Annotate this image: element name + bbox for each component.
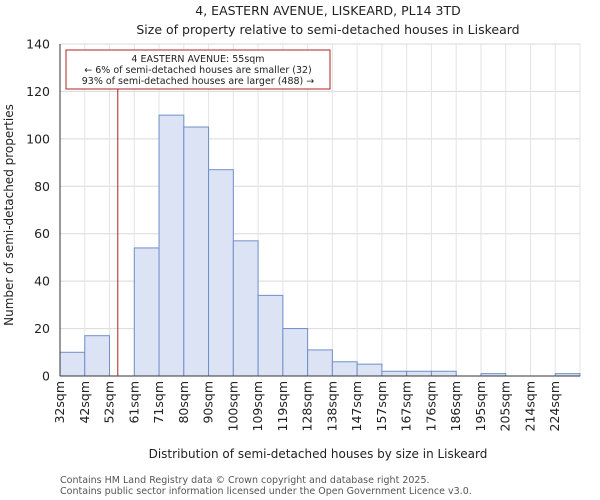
- x-tick-label: 119sqm: [275, 381, 290, 431]
- x-tick-label: 52sqm: [102, 381, 117, 424]
- chart-subtitle: Size of property relative to semi-detach…: [136, 22, 519, 37]
- y-tick-label: 40: [34, 274, 50, 289]
- x-tick-label: 80sqm: [176, 381, 191, 424]
- bar: [282, 328, 309, 377]
- footer-line-1: Contains HM Land Registry data © Crown c…: [60, 475, 430, 486]
- x-tick-label: 100sqm: [225, 381, 240, 431]
- bars: [59, 114, 581, 377]
- bar: [84, 335, 111, 377]
- bar: [208, 169, 234, 377]
- bar: [307, 349, 333, 377]
- y-tick-label: 80: [34, 179, 50, 194]
- bar: [381, 370, 408, 377]
- chart-title: 4, EASTERN AVENUE, LISKEARD, PL14 3TD: [195, 3, 460, 18]
- x-tick-label: 224sqm: [547, 381, 562, 431]
- x-tick-label: 42sqm: [77, 381, 92, 424]
- axes: [59, 44, 580, 377]
- x-tick-label: 176sqm: [423, 381, 438, 431]
- annotation-line-1: 4 EASTERN AVENUE: 55sqm: [131, 54, 264, 65]
- y-tick-label: 0: [42, 369, 50, 384]
- annotation-line-2: ← 6% of semi-detached houses are smaller…: [84, 65, 312, 76]
- x-tick-label: 186sqm: [448, 381, 463, 431]
- x-tick-labels: 32sqm 42sqm 52sqm 61sqm 71sqm 80sqm 90sqm 100sq…: [52, 381, 562, 431]
- x-tick-label: 205sqm: [498, 381, 513, 431]
- x-tick-label: 195sqm: [473, 381, 488, 431]
- x-tick-label: 147sqm: [349, 381, 364, 431]
- bar: [331, 361, 358, 377]
- y-tick-labels: 0 20 40 60 80 100 120 140: [26, 37, 50, 384]
- y-tick-label: 120: [26, 84, 50, 99]
- annotation-border: [65, 49, 331, 90]
- annotation-box: 4 EASTERN AVENUE: 55sqm ← 6% of semi-det…: [65, 49, 331, 90]
- y-tick-label: 140: [26, 37, 50, 52]
- bar: [158, 114, 185, 377]
- x-tick-label: 90sqm: [201, 381, 216, 424]
- bar: [232, 240, 259, 377]
- bar: [59, 351, 86, 377]
- x-tick-label: 167sqm: [399, 381, 414, 431]
- annotation-line-3: 93% of semi-detached houses are larger (…: [82, 76, 315, 87]
- x-tick-label: 32sqm: [52, 381, 67, 424]
- x-tick-label: 109sqm: [250, 381, 265, 431]
- footer-line-2: Contains public sector information licen…: [60, 486, 472, 497]
- y-tick-label: 20: [34, 321, 50, 336]
- y-axis-label: Number of semi-detached properties: [2, 104, 16, 326]
- x-tick-label: 71sqm: [151, 381, 166, 424]
- x-tick-label: 214sqm: [522, 381, 537, 431]
- x-axis-label: Distribution of semi-detached houses by …: [149, 447, 488, 461]
- bar: [430, 370, 457, 377]
- x-tick-label: 138sqm: [324, 381, 339, 431]
- y-tick-label: 100: [26, 131, 50, 146]
- bar: [356, 363, 383, 377]
- bar: [406, 370, 432, 377]
- x-tick-label: 128sqm: [300, 381, 315, 431]
- bar: [183, 126, 210, 377]
- bar: [133, 247, 160, 377]
- x-tick-label: 157sqm: [374, 381, 389, 431]
- x-tick-label: 61sqm: [126, 381, 141, 424]
- bar: [257, 294, 284, 377]
- y-tick-label: 60: [34, 226, 50, 241]
